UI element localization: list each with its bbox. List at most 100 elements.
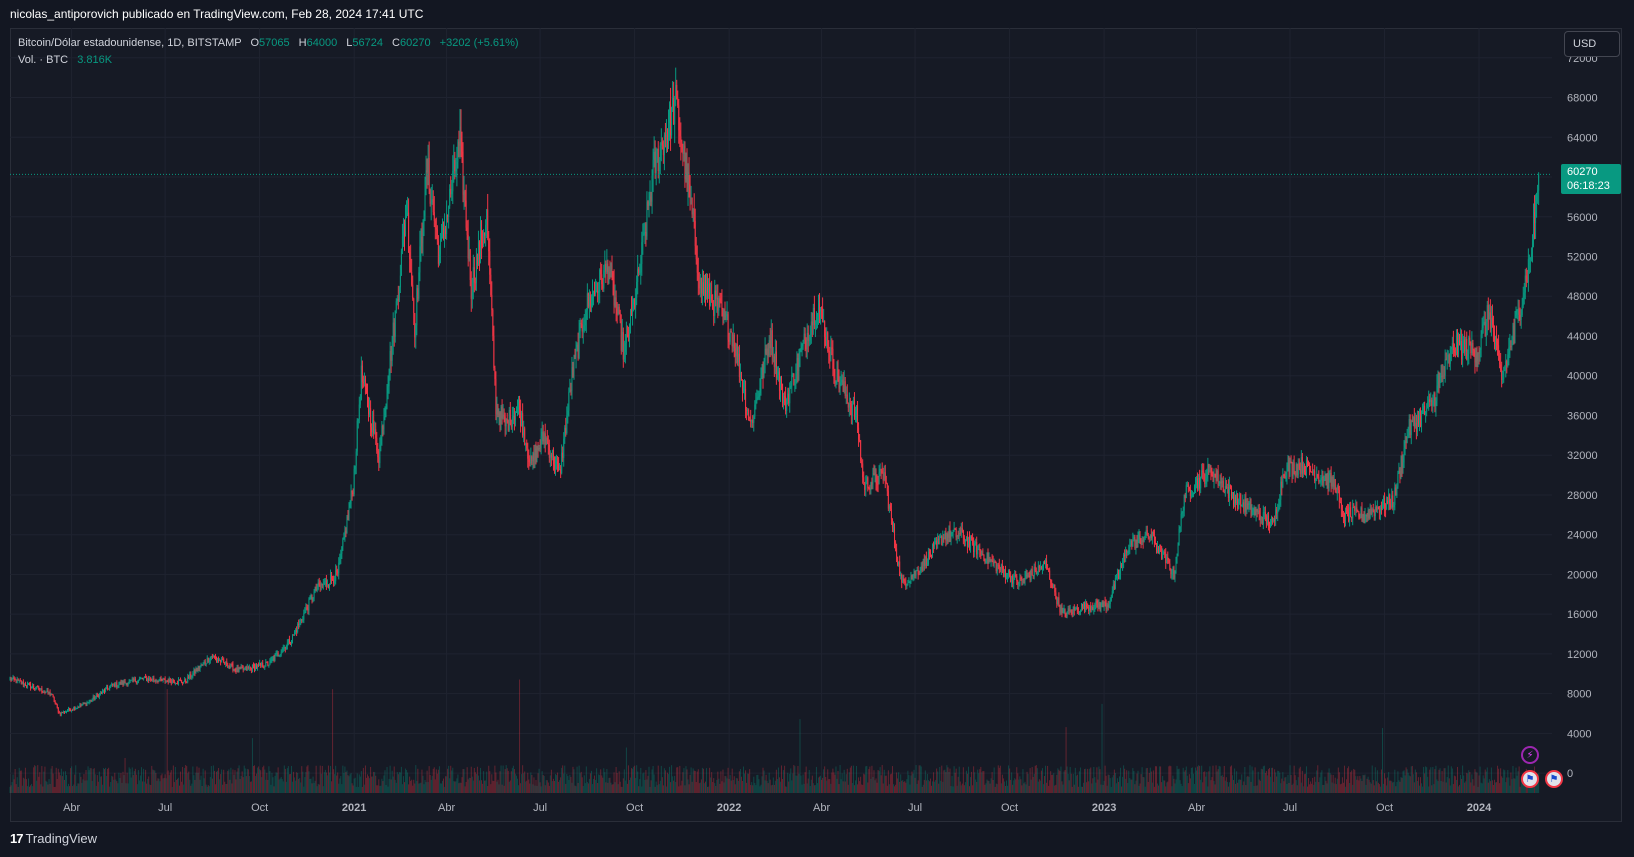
candle-body [513,415,515,421]
legend-volume-label[interactable]: Vol. · BTC [18,54,69,66]
x-tick-label: Abr [63,802,80,814]
volume-bar [142,781,144,793]
tradingview-brand[interactable]: 17 TradingView [10,831,97,846]
candle-body [361,365,363,382]
volume-bar [649,786,651,793]
candle-body [1373,511,1375,517]
volume-bar [814,785,816,793]
volume-bar [143,768,145,793]
volume-bar [1284,777,1286,793]
x-tick-label: 2023 [1092,802,1116,814]
volume-bar [1064,770,1066,793]
volume-bar [531,774,533,793]
candle-body [980,550,982,555]
volume-bar [351,783,353,793]
volume-bar [543,775,545,793]
candle-body [1101,601,1103,605]
candle-body [992,561,994,564]
candle-body [1510,345,1512,347]
candle-body [545,438,547,445]
candle-body [1378,509,1380,514]
legend-symbol[interactable]: Bitcoin/Dólar estadounidense, 1D, BITSTA… [18,37,242,49]
candle-body [438,254,440,264]
candle-body [616,309,618,315]
volume-bar [753,776,755,793]
volume-bar [1253,786,1255,793]
candle-body [937,538,939,545]
y-tick-label: 12000 [1567,649,1598,661]
candle-body [392,322,394,343]
volume-bar [1020,779,1022,793]
candle-body [84,703,86,705]
candle-body [1450,347,1452,350]
volume-bar [539,782,541,793]
volume-bar [920,766,922,793]
volume-bar [395,782,397,793]
candle-body [637,268,639,282]
candle-body [367,392,369,407]
volume-bar [1352,784,1354,793]
candle-body [531,456,533,462]
volume-bar [1411,765,1413,793]
candle-body [475,255,477,283]
currency-button[interactable]: USD [1564,31,1620,57]
volume-bar [576,766,578,793]
volume-bar [795,775,797,793]
volume-bar [409,776,411,793]
candle-body [580,322,582,325]
volume-bar [168,775,170,793]
volume-bar [375,775,377,793]
us-flag-event-icon[interactable]: ⚑ [1521,770,1539,788]
volume-bar [1235,783,1237,793]
volume-bar [306,766,308,793]
volume-bar [422,775,424,793]
volume-bar [1195,767,1197,793]
volume-bar [217,770,219,793]
lightning-event-icon[interactable]: ⚡ [1521,746,1539,764]
volume-bar [170,770,172,793]
volume-bar [776,778,778,793]
candle-body [1334,478,1336,491]
candle-body [74,707,76,710]
candle-body [1113,584,1115,589]
candle-body [1112,584,1114,592]
us-flag-event-icon[interactable]: ⚑ [1545,770,1563,788]
candle-body [53,697,55,702]
candle-body [269,660,271,666]
volume-bar [564,765,566,793]
candle-body [1071,612,1073,614]
volume-bar [1329,773,1331,793]
volume-bar [1431,785,1433,793]
volume-bar [773,784,775,793]
candle-body [952,531,954,533]
candle-body [1102,601,1104,607]
candle-body [346,516,348,533]
candle-body [241,667,243,669]
chart-frame[interactable] [10,28,1622,822]
candle-body [645,231,647,237]
volume-bar [21,785,23,793]
volume-bar [1377,782,1379,793]
candle-body [1090,605,1092,611]
volume-bar [721,781,723,793]
candle-body [38,686,40,690]
volume-bar [281,779,283,793]
volume-bar [1458,786,1460,793]
volume-bar [380,785,382,793]
candle-body [1397,473,1399,487]
candle-body [901,574,903,583]
volume-bar [889,774,891,793]
candle-body [1491,317,1493,325]
volume-bar [511,767,513,793]
volume-bar [1085,768,1087,793]
candle-body [662,145,664,156]
volume-bar [1050,771,1052,793]
candle-body [970,536,972,547]
volume-bar [349,774,351,793]
candle-body [522,413,524,436]
volume-bar [542,774,544,793]
candle-body [1108,603,1110,608]
volume-bar [305,772,307,793]
volume-bar [206,786,208,793]
